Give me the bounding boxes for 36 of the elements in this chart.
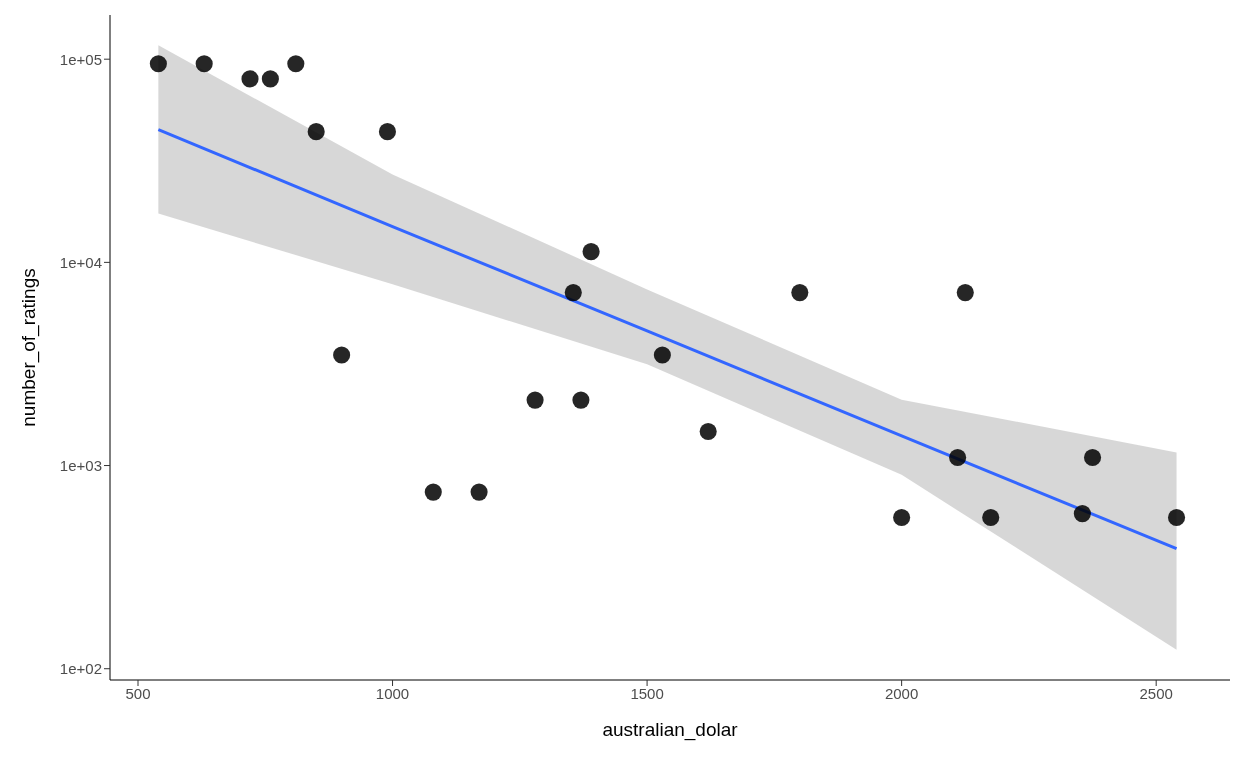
point [149,55,167,73]
x-tick-label: 2500 [1139,684,1173,702]
point [699,423,717,441]
point [333,346,351,364]
point [582,243,600,261]
point [982,508,1000,527]
point [572,391,590,409]
point [1167,508,1186,527]
x-tick-label: 500 [125,684,151,702]
y-tick-label: 1e+02 [59,660,102,678]
point [195,55,213,73]
point [653,346,671,364]
point [261,70,279,88]
point [526,391,544,409]
y-tick-label: 1e+04 [59,253,102,271]
point [791,284,809,302]
x-axis-title: australian_dolar [602,719,739,741]
point [424,483,442,501]
y-axis-title: number_of_ratings [17,268,40,427]
point [287,55,305,73]
point [1083,449,1102,467]
point [378,123,397,141]
point [949,449,967,467]
y-tick-label: 1e+03 [59,456,102,474]
point [1073,505,1091,523]
x-tick-label: 1500 [630,684,664,702]
y-tick-label: 1e+05 [59,50,102,68]
point [241,70,259,88]
x-tick-label: 1000 [375,684,410,702]
point [956,284,974,302]
point [307,123,325,141]
line-series [156,128,1179,551]
x-tick-label: 2000 [884,684,919,702]
point [470,483,488,501]
point [564,284,582,302]
point [893,508,911,527]
